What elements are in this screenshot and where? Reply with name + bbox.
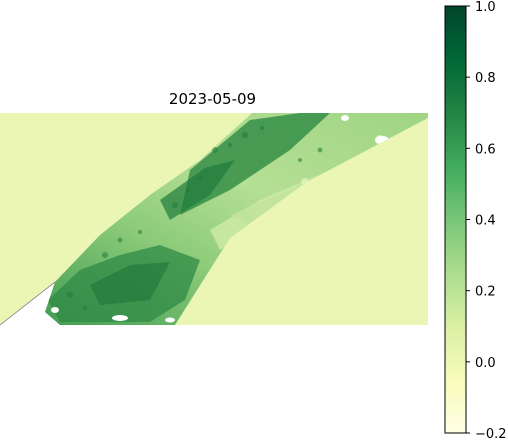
map-image bbox=[0, 113, 428, 326]
colorbar-tick-label: 0.0 bbox=[475, 356, 496, 371]
left-field bbox=[0, 113, 252, 325]
colorbar-tick-label: 0.8 bbox=[475, 71, 496, 86]
swath-edge-line bbox=[0, 281, 56, 326]
colorbar-gradient bbox=[444, 5, 467, 434]
right-field bbox=[175, 118, 428, 325]
map-title: 2023-05-09 bbox=[168, 90, 257, 108]
colorbar-tick-label: 1.0 bbox=[475, 0, 496, 15]
colorbar-tick-label: 0.2 bbox=[475, 285, 496, 300]
colorbar-tick-label: 0.4 bbox=[475, 214, 496, 229]
colorbar-tick-label: −0.2 bbox=[475, 427, 507, 441]
colorbar-tick-label: 0.6 bbox=[475, 142, 496, 157]
colorbar-ticks: −0.2 0.0 0.2 0.4 0.6 0.8 1.0 bbox=[466, 0, 507, 441]
